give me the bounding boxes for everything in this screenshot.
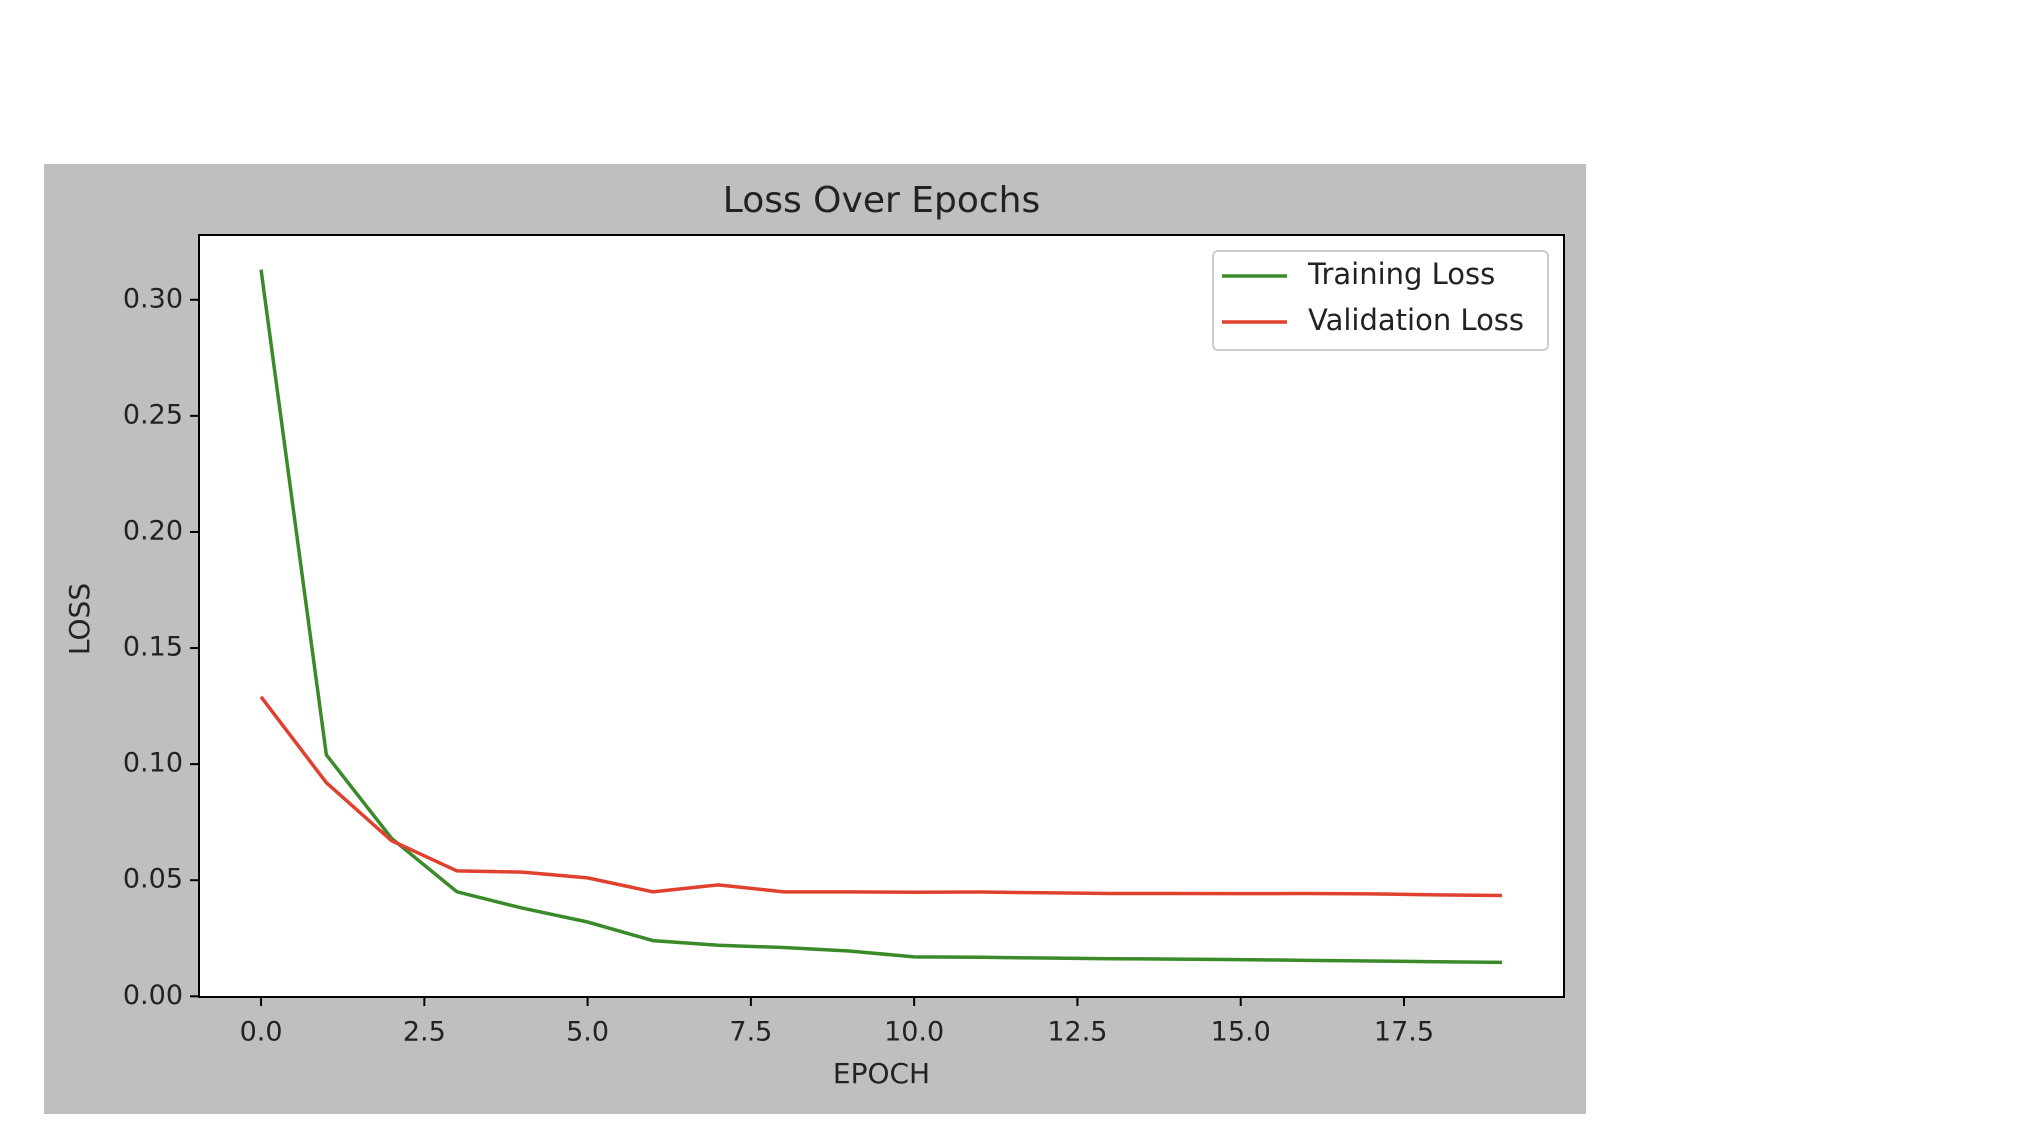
- plot-area: [198, 234, 1565, 998]
- y-tick-label: 0.10: [123, 748, 183, 779]
- legend-label: Training Loss: [1307, 257, 1495, 291]
- x-tick-label: 2.5: [403, 1017, 446, 1048]
- data-line: [259, 695, 1502, 898]
- x-tick-label: 0.0: [240, 1017, 283, 1048]
- y-tick-label: 0.20: [123, 515, 183, 546]
- chart-title: Loss Over Epochs: [723, 180, 1040, 221]
- x-tick-label: 7.5: [729, 1017, 772, 1048]
- y-tick-label: 0.30: [123, 283, 183, 314]
- x-tick-label: 12.5: [1047, 1017, 1107, 1048]
- x-tick-label: 17.5: [1374, 1017, 1434, 1048]
- x-tick-label: 5.0: [566, 1017, 609, 1048]
- y-tick-label: 0.15: [123, 632, 183, 663]
- y-tick-label: 0.25: [123, 399, 183, 430]
- y-tick-label: 0.00: [123, 980, 183, 1011]
- data-line: [259, 269, 1502, 965]
- y-tick-label: 0.05: [123, 864, 183, 895]
- legend-label: Validation Loss: [1308, 303, 1524, 337]
- y-axis-label: LOSS: [63, 583, 96, 655]
- legend-box: [1212, 250, 1549, 351]
- x-axis-label: EPOCH: [833, 1057, 930, 1090]
- x-tick-label: 15.0: [1211, 1017, 1271, 1048]
- x-tick-label: 10.0: [884, 1017, 944, 1048]
